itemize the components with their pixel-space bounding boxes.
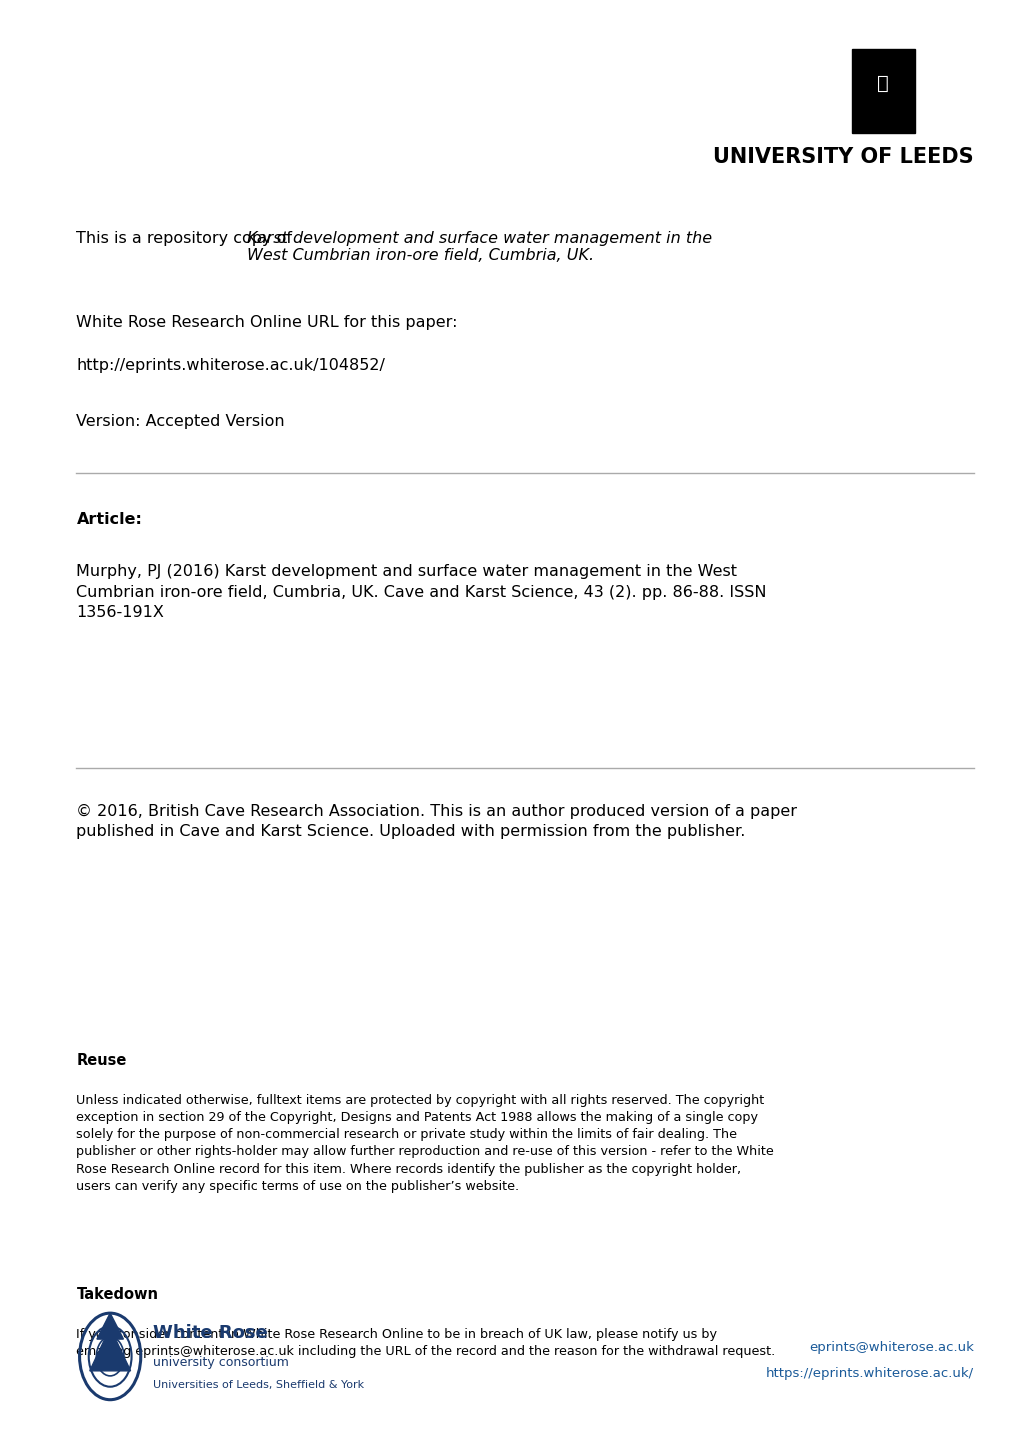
Polygon shape <box>97 1313 123 1339</box>
Text: eprints@whiterose.ac.uk: eprints@whiterose.ac.uk <box>808 1341 973 1355</box>
Text: White Rose Research Online URL for this paper:: White Rose Research Online URL for this … <box>76 315 458 329</box>
Polygon shape <box>90 1328 130 1371</box>
Text: ⛪: ⛪ <box>876 74 889 94</box>
Text: Article:: Article: <box>76 512 143 527</box>
Text: Karst development and surface water management in the
West Cumbrian iron-ore fie: Karst development and surface water mana… <box>247 231 711 263</box>
Text: © 2016, British Cave Research Association. This is an author produced version of: © 2016, British Cave Research Associatio… <box>76 804 797 840</box>
Text: http://eprints.whiterose.ac.uk/104852/: http://eprints.whiterose.ac.uk/104852/ <box>76 358 385 372</box>
Text: UNIVERSITY OF LEEDS: UNIVERSITY OF LEEDS <box>712 147 973 167</box>
Text: Reuse: Reuse <box>76 1053 126 1068</box>
Text: Version: Accepted Version: Version: Accepted Version <box>76 414 285 429</box>
Text: university consortium: university consortium <box>153 1355 288 1369</box>
Text: White Rose: White Rose <box>153 1325 268 1342</box>
Text: Takedown: Takedown <box>76 1287 158 1302</box>
Text: Unless indicated otherwise, fulltext items are protected by copyright with all r: Unless indicated otherwise, fulltext ite… <box>76 1094 773 1193</box>
Text: https://eprints.whiterose.ac.uk/: https://eprints.whiterose.ac.uk/ <box>765 1367 973 1381</box>
Text: Murphy, PJ (2016) Karst development and surface water management in the West
Cum: Murphy, PJ (2016) Karst development and … <box>76 564 766 620</box>
Text: This is a repository copy of: This is a repository copy of <box>76 231 298 245</box>
Text: If you consider content in White Rose Research Online to be in breach of UK law,: If you consider content in White Rose Re… <box>76 1328 775 1358</box>
FancyBboxPatch shape <box>851 49 914 133</box>
Text: Universities of Leeds, Sheffield & York: Universities of Leeds, Sheffield & York <box>153 1381 364 1390</box>
